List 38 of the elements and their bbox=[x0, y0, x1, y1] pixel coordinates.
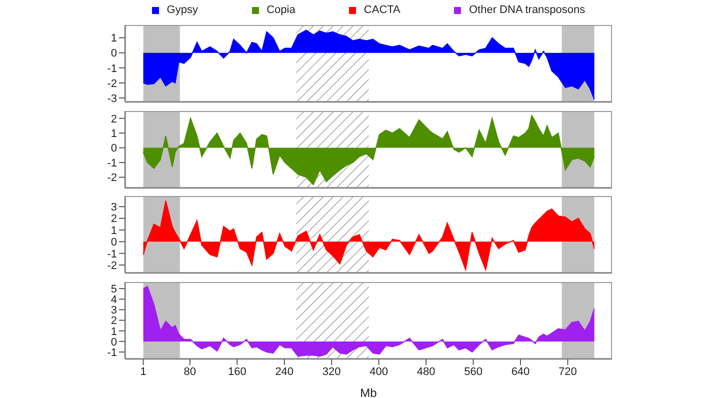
y-tick-label: -1 bbox=[107, 346, 117, 359]
y-tick-label: 2 bbox=[110, 113, 117, 126]
y-tick-label: 5 bbox=[110, 283, 117, 296]
y-tick-label: -1 bbox=[107, 157, 117, 170]
x-tick-label: 400 bbox=[370, 366, 388, 378]
legend-label: Copia bbox=[266, 4, 296, 16]
y-tick-label: 1 bbox=[110, 224, 117, 237]
y-tick-label: 3 bbox=[110, 202, 117, 214]
x-axis-title: Mb bbox=[360, 386, 378, 398]
y-tick-label: 2 bbox=[110, 315, 117, 328]
y-tick-label: 3 bbox=[110, 304, 117, 317]
y-tick-label: 0 bbox=[110, 142, 117, 155]
y-tick-label: 0 bbox=[110, 48, 117, 60]
x-tick-label: 80 bbox=[184, 366, 196, 378]
y-tick-label: 2 bbox=[110, 213, 117, 226]
x-tick-label: 480 bbox=[416, 366, 436, 378]
y-tick-label: -2 bbox=[107, 260, 117, 272]
y-tick-label: 1 bbox=[110, 128, 117, 140]
y-tick-label: -1 bbox=[107, 62, 117, 75]
x-tick-label: 240 bbox=[275, 366, 294, 378]
x-tick-label: 160 bbox=[228, 366, 246, 378]
x-tick-label: 320 bbox=[322, 366, 341, 378]
y-tick-label: -2 bbox=[107, 78, 117, 90]
x-tick-label: 720 bbox=[558, 366, 577, 378]
x-tick-label: 560 bbox=[464, 366, 482, 378]
y-tick-label: 4 bbox=[110, 294, 117, 306]
legend-label: CACTA bbox=[364, 4, 400, 16]
y-tick-label: -2 bbox=[107, 172, 117, 184]
x-tick-label: 640 bbox=[511, 366, 530, 378]
y-tick-label: 1 bbox=[110, 32, 117, 45]
legend-label: Other DNA transposons bbox=[468, 4, 586, 16]
y-tick-label: 0 bbox=[110, 236, 117, 249]
y-tick-label: -3 bbox=[107, 92, 117, 105]
x-tick-label: 1 bbox=[140, 366, 146, 378]
legend-label: Gypsy bbox=[166, 4, 198, 16]
y-tick-label: 1 bbox=[110, 326, 117, 338]
y-tick-label: 0 bbox=[110, 336, 117, 348]
y-tick-label: -1 bbox=[107, 248, 117, 260]
